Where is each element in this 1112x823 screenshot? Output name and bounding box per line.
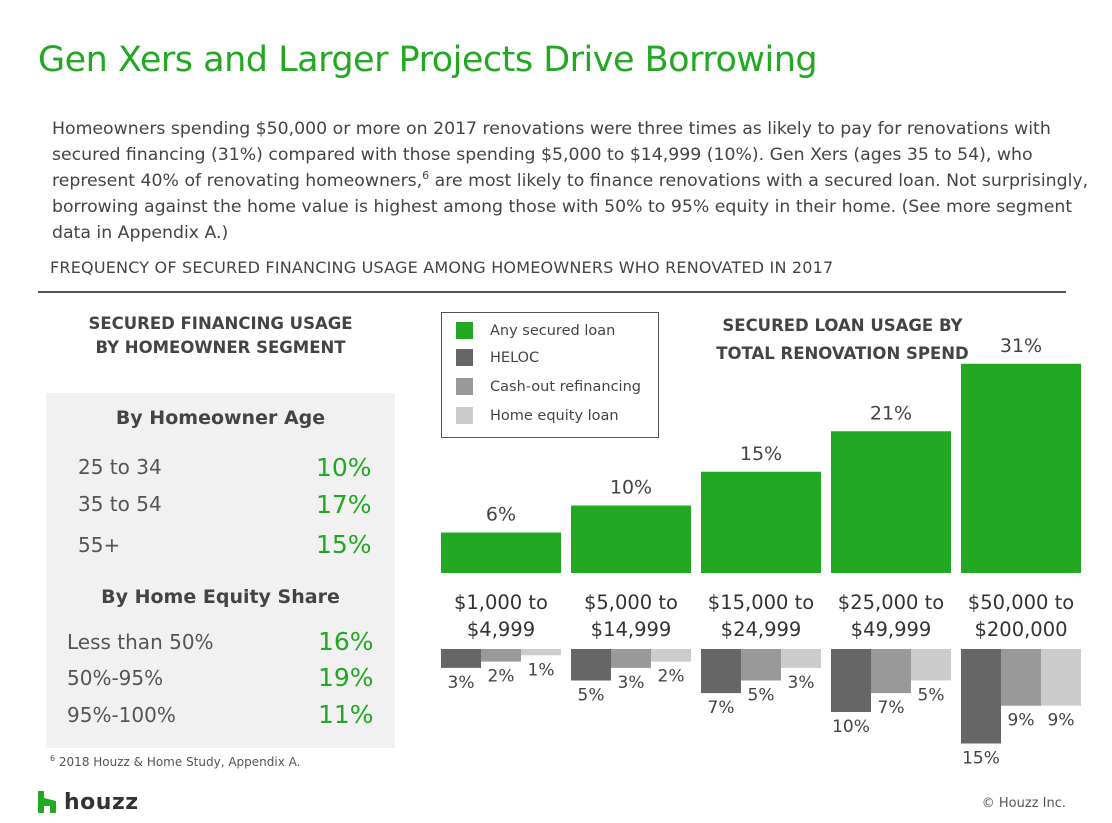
- footnote-number: 6: [50, 754, 56, 763]
- equity-row-label: 95%-100%: [67, 703, 176, 727]
- loan-type-value-label: 7%: [878, 698, 905, 718]
- loan-type-value-label: 2%: [658, 667, 685, 687]
- loan-type-value-label: 5%: [578, 686, 605, 706]
- legend-item: Home equity loan: [456, 407, 619, 424]
- age-row-label: 25 to 34: [78, 455, 162, 479]
- category-label: $14,999: [591, 618, 672, 641]
- legend-label: Any secured loan: [490, 322, 616, 339]
- intro-text-2: are most likely to finance renovations w…: [52, 171, 1089, 243]
- loan-type-value-label: 7%: [708, 698, 735, 718]
- page-title: Gen Xers and Larger Projects Drive Borro…: [38, 40, 818, 80]
- legend-label: Cash-out refinancing: [490, 378, 641, 395]
- loan-type-bar: [481, 649, 521, 662]
- category-label: $24,999: [721, 618, 802, 641]
- section-divider: [38, 291, 1066, 293]
- loan-type-value-label: 10%: [832, 717, 870, 737]
- any-secured-bar: [701, 471, 821, 573]
- any-secured-value-label: 6%: [486, 504, 516, 526]
- legend-label: HELOC: [490, 349, 540, 366]
- category-label: $5,000 to: [584, 591, 678, 614]
- legend-swatch-home-equity: [456, 407, 473, 424]
- loan-type-bar: [831, 649, 871, 712]
- loan-type-value-label: 5%: [918, 686, 945, 706]
- segment-heading: SECURED FINANCING USAGE BY HOMEOWNER SEG…: [58, 312, 383, 360]
- category-label: $25,000 to: [838, 591, 944, 614]
- loan-type-value-label: 3%: [618, 673, 645, 693]
- loan-type-bar: [1041, 649, 1081, 706]
- copyright: © Houzz Inc.: [981, 796, 1066, 811]
- any-secured-value-label: 15%: [740, 443, 782, 465]
- chart-legend: Any secured loan HELOC Cash-out refinanc…: [441, 312, 659, 438]
- loan-type-bar: [961, 649, 1001, 744]
- loan-type-value-label: 1%: [528, 660, 555, 680]
- legend-item: HELOC: [456, 349, 539, 366]
- loan-type-bar: [441, 649, 481, 668]
- loan-type-value-label: 9%: [1048, 711, 1075, 731]
- age-row-label: 35 to 54: [78, 492, 162, 516]
- age-row-label: 55+: [78, 533, 121, 557]
- segment-heading-line2: BY HOMEOWNER SEGMENT: [95, 338, 346, 357]
- any-secured-bar: [441, 532, 561, 573]
- footnote-ref: 6: [422, 169, 430, 183]
- loan-type-bar: [911, 649, 951, 681]
- category-label: $200,000: [974, 618, 1067, 641]
- segment-panel: By Homeowner Age 25 to 34 10% 35 to 54 1…: [46, 393, 395, 748]
- legend-swatch-cashout: [456, 378, 473, 395]
- category-label: $15,000 to: [708, 591, 814, 614]
- intro-paragraph: Homeowners spending $50,000 or more on 2…: [52, 116, 1092, 246]
- intro-text-1: Homeowners spending $50,000 or more on 2…: [52, 119, 1051, 191]
- loan-type-value-label: 5%: [748, 686, 775, 706]
- equity-row-value: 11%: [318, 700, 374, 729]
- age-row-value: 17%: [316, 490, 372, 519]
- houzz-logo-icon: [38, 791, 56, 813]
- any-secured-value-label: 31%: [1000, 335, 1042, 357]
- equity-row-label: Less than 50%: [67, 630, 214, 654]
- loan-type-value-label: 9%: [1008, 711, 1035, 731]
- footnote-text: 2018 Houzz & Home Study, Appendix A.: [55, 755, 301, 769]
- loan-type-value-label: 2%: [488, 667, 515, 687]
- loan-type-value-label: 3%: [788, 673, 815, 693]
- loan-type-bar: [871, 649, 911, 694]
- equity-row-label: 50%-95%: [67, 666, 164, 690]
- any-secured-bar: [831, 431, 951, 573]
- equity-row-value: 19%: [318, 663, 374, 692]
- category-label: $50,000 to: [968, 591, 1074, 614]
- loan-type-value-label: 3%: [448, 673, 475, 693]
- equity-group-title: By Home Equity Share: [101, 586, 340, 608]
- any-secured-bar: [571, 505, 691, 573]
- category-label: $49,999: [851, 618, 932, 641]
- chart-title: SECURED LOAN USAGE BY TOTAL RENOVATION S…: [695, 312, 990, 368]
- chart-title-line1: SECURED LOAN USAGE BY: [722, 316, 963, 335]
- age-row-value: 10%: [316, 453, 372, 482]
- loan-type-value-label: 15%: [962, 749, 1000, 769]
- any-secured-value-label: 10%: [610, 477, 652, 499]
- loan-type-bar: [781, 649, 821, 668]
- loan-type-bar: [1001, 649, 1041, 706]
- houzz-logo: houzz: [38, 788, 139, 816]
- section-title: FREQUENCY OF SECURED FINANCING USAGE AMO…: [50, 258, 834, 277]
- loan-type-bar: [741, 649, 781, 681]
- equity-row-value: 16%: [318, 627, 374, 656]
- category-label: $1,000 to: [454, 591, 548, 614]
- legend-swatch-any-secured: [456, 322, 473, 339]
- loan-type-bar: [571, 649, 611, 681]
- any-secured-bar: [961, 363, 1081, 573]
- category-label: $4,999: [467, 618, 535, 641]
- age-row-value: 15%: [316, 530, 372, 559]
- age-group-title: By Homeowner Age: [115, 407, 326, 429]
- chart-title-line2: TOTAL RENOVATION SPEND: [716, 344, 969, 363]
- loan-type-bar: [651, 649, 691, 662]
- loan-type-bar: [701, 649, 741, 694]
- houzz-logo-text: houzz: [64, 789, 139, 815]
- loan-type-bar: [521, 649, 561, 656]
- footnote: 6 2018 Houzz & Home Study, Appendix A.: [50, 754, 300, 769]
- loan-type-bar: [611, 649, 651, 668]
- legend-item: Any secured loan: [456, 322, 615, 339]
- legend-item: Cash-out refinancing: [456, 378, 641, 395]
- legend-label: Home equity loan: [490, 407, 619, 424]
- legend-swatch-heloc: [456, 349, 473, 366]
- segment-heading-line1: SECURED FINANCING USAGE: [88, 314, 353, 333]
- any-secured-value-label: 21%: [870, 402, 912, 424]
